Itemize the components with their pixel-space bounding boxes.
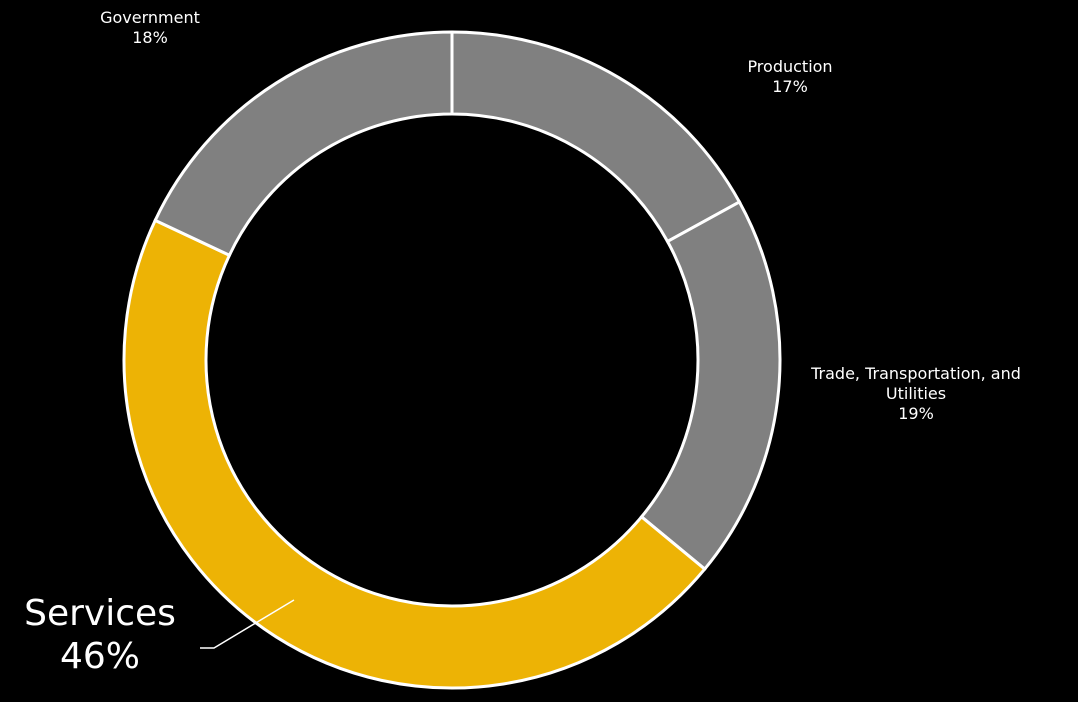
slice-label-government-value: 18% [132, 28, 168, 47]
slice-label-production-name: Production [747, 57, 833, 76]
slice-label-services-name: Services [24, 593, 176, 634]
services-leader-line [200, 599, 295, 649]
slice-label-trade: Trade, Transportation, and Utilities 19% [781, 364, 1051, 424]
slice-label-production: Production 17% [720, 57, 860, 97]
slice-services [122, 218, 707, 690]
slice-label-trade-name: Trade, Transportation, and Utilities [811, 364, 1021, 403]
slice-label-trade-value: 19% [898, 404, 934, 423]
slice-government [153, 30, 454, 258]
slice-production [450, 30, 742, 244]
slice-label-services-value: 46% [59, 636, 140, 678]
slice-label-government-name: Government [100, 8, 200, 27]
slice-label-production-value: 17% [772, 77, 808, 96]
slice-label-services: Services 46% [0, 592, 200, 678]
slice-trade-transportation-utilities [639, 199, 782, 572]
slice-label-government: Government 18% [80, 8, 220, 48]
